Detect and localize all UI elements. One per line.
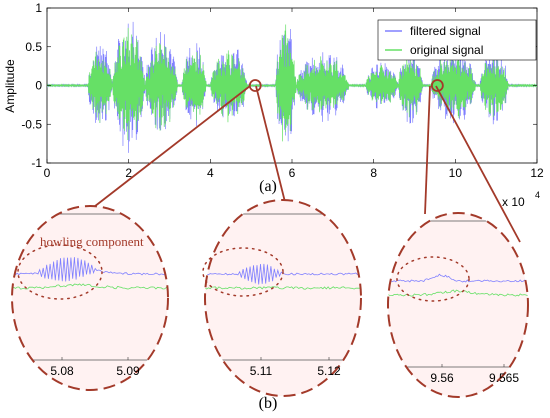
y-tick-label: -0.5 [21, 117, 42, 131]
zoom-original-signal [12, 283, 168, 290]
zoom-ellipse-fill [12, 206, 168, 390]
x-tick-label: 0 [44, 166, 51, 180]
zoom-tick-label: 5.12 [317, 364, 341, 378]
legend-label-original: original signal [410, 43, 483, 57]
zoom-panel: 5.08 5.09 [11, 205, 169, 391]
zoom-original-signal [388, 289, 528, 297]
zoom-tick-label: 5.08 [50, 364, 74, 378]
y-tick-label: 1 [35, 1, 42, 15]
zoom-ellipse-border [11, 205, 169, 391]
connector-line [255, 85, 286, 203]
connector-line [424, 85, 431, 215]
series-original-signal [47, 24, 537, 142]
y-tick-label: 0 [35, 79, 42, 93]
legend: filtered signal original signal [377, 19, 537, 61]
legend-label-filtered: filtered signal [410, 24, 481, 38]
legend-box [377, 19, 537, 61]
zoom-ellipse-fill [388, 213, 528, 397]
zoom-markers [248, 79, 444, 92]
y-tick-label: 0.5 [25, 40, 42, 54]
zoom-panel: 5.11 5.12 [202, 199, 362, 397]
howling-annotation: howling component [40, 234, 144, 249]
main-axis-ticks: 0 2 4 6 8 10 12 -1 -0.5 0 0.5 1 [21, 1, 544, 180]
main-plot: 0 2 4 6 8 10 12-1-0.500.51 Amplitude (a) x 10 … [3, 1, 544, 209]
zoom-filtered-signal [388, 273, 528, 283]
connector-line [89, 85, 251, 211]
zoom-panels: 5.08 5.09 5.11 5.12 9.56 9.565 [11, 199, 529, 398]
zoom-marker-circle [430, 79, 444, 92]
x-multiplier: x 10 [502, 195, 525, 209]
zoom-tick-label: 5.09 [116, 364, 140, 378]
zoom-ellipse-fill [205, 200, 361, 396]
x-tick-label: 10 [449, 166, 463, 180]
howling-region-marker [17, 244, 103, 300]
howling-region-marker [396, 256, 470, 302]
x-tick-label: 6 [289, 166, 296, 180]
zoom-connectors [89, 85, 521, 243]
zoom-tick-label: 9.565 [489, 371, 519, 385]
zoom-tick-label: 9.56 [430, 371, 454, 385]
x-tick-label: 2 [125, 166, 132, 180]
x-tick-label: 4 [207, 166, 214, 180]
zoom-ellipse-border [387, 212, 529, 398]
panel-label-a: (a) [259, 178, 277, 195]
zoom-original-signal [205, 286, 361, 290]
y-axis-label: Amplitude [3, 59, 17, 113]
x-tick-label: 12 [530, 166, 544, 180]
zoom-panel: 9.56 9.565 [387, 212, 529, 398]
x-tick-label: 8 [370, 166, 377, 180]
connector-line [435, 85, 521, 243]
y-tick-label: -1 [31, 156, 42, 170]
zoom-ellipse-border [204, 199, 362, 397]
main-signals [47, 21, 537, 153]
panel-label-b: (b) [259, 395, 278, 412]
howling-region-marker [202, 247, 284, 297]
x-multiplier-exponent: 4 [535, 190, 540, 200]
zoom-marker-circle [248, 79, 262, 92]
zoom-filtered-signal [12, 257, 168, 282]
zoom-tick-label: 5.11 [250, 364, 273, 378]
